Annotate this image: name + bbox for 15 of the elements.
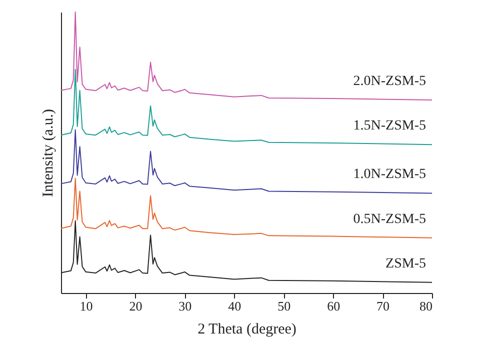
series-label: 2.0N-ZSM-5	[353, 74, 426, 89]
x-tick-label: 70	[376, 298, 390, 314]
series-label: 1.0N-ZSM-5	[353, 167, 426, 182]
series-label: 1.5N-ZSM-5	[353, 118, 426, 134]
x-tick-label: 10	[80, 298, 93, 314]
series-label: ZSM-5	[386, 256, 426, 272]
x-tick-label: 30	[178, 298, 192, 314]
y-axis-title: Intensity (a.u.)	[40, 109, 56, 197]
series-label: 0.5N-ZSM-5	[353, 212, 426, 227]
x-axis-title: 2 Theta (degree)	[198, 322, 296, 338]
x-tick-label: 80	[420, 298, 432, 314]
x-tick-label: 40	[228, 298, 242, 314]
x-tick-label: 60	[327, 298, 340, 314]
x-tick-label: 50	[278, 298, 291, 314]
x-tick-label: 20	[129, 298, 142, 314]
